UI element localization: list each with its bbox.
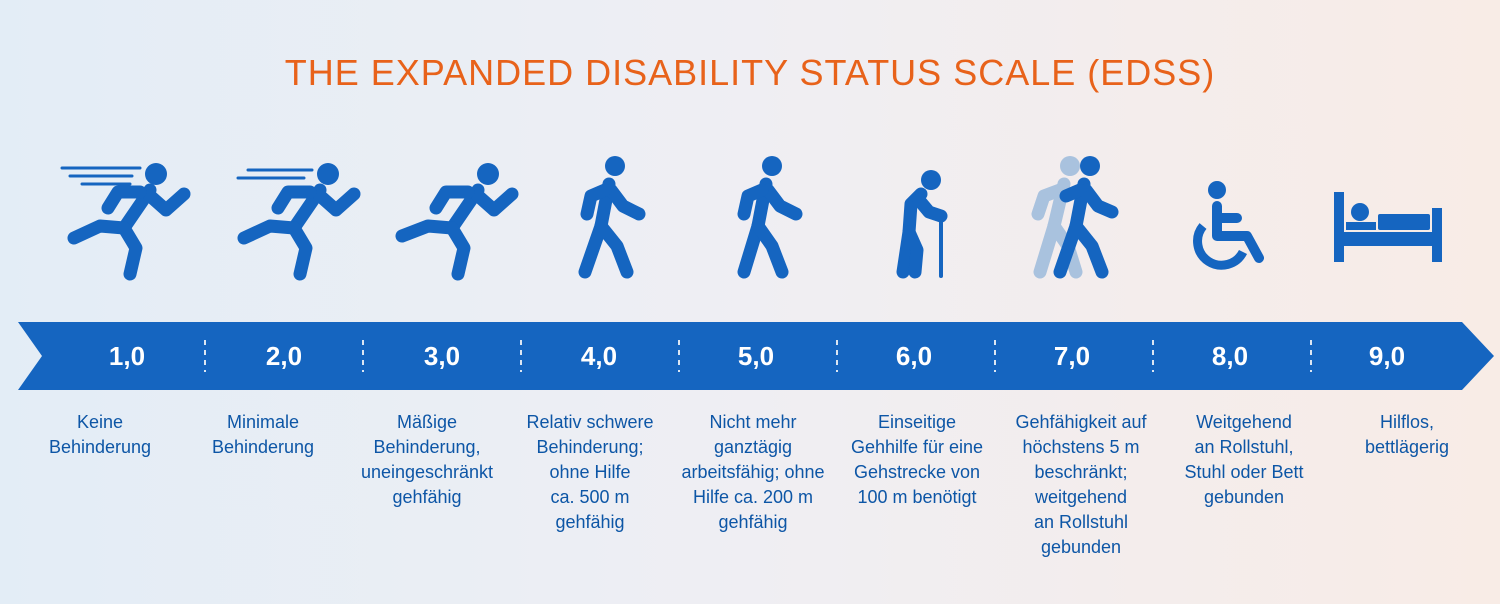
step-value-9: 9,0 bbox=[1368, 341, 1406, 371]
scale-banner: 1,0 2,0 3,0 4,0 5,0 6,0 7,0 8,0 9,0 bbox=[0, 322, 1500, 390]
step-value-8: 8,0 bbox=[1211, 341, 1249, 371]
icon-row bbox=[0, 150, 1500, 290]
cane-walker-icon bbox=[845, 150, 995, 290]
step-description-4: Relativ schwere Behinderung; ohne Hilfe … bbox=[526, 412, 654, 532]
step-description-9: Hilflos, bettlägerig bbox=[1364, 412, 1450, 457]
step-description-5: Nicht mehr ganztägig arbeitsfähig; ohne … bbox=[681, 412, 825, 532]
walker-icon bbox=[535, 150, 685, 290]
bed-icon bbox=[1312, 150, 1462, 290]
assisted-walker-icon bbox=[1000, 150, 1150, 290]
step-description-7: Gehfähigkeit auf höchstens 5 m beschränk… bbox=[1015, 412, 1147, 557]
wheelchair-icon bbox=[1155, 150, 1305, 290]
runner-fast-icon bbox=[222, 150, 372, 290]
step-description-6: Einseitige Gehhilfe für eine Gehstrecke … bbox=[850, 412, 984, 507]
step-value-2: 2,0 bbox=[265, 341, 303, 371]
walker-icon bbox=[692, 150, 842, 290]
runner-fast-icon bbox=[52, 150, 202, 290]
page-title: THE EXPANDED DISABILITY STATUS SCALE (ED… bbox=[284, 52, 1216, 93]
step-description-8: Weitgehend an Rollstuhl, Stuhl oder Bett… bbox=[1184, 412, 1304, 507]
step-description-2: Minimale Behinderung bbox=[211, 412, 315, 457]
step-value-7: 7,0 bbox=[1053, 341, 1091, 371]
step-value-6: 6,0 bbox=[895, 341, 933, 371]
scale-arrow bbox=[18, 322, 1494, 390]
step-value-5: 5,0 bbox=[737, 341, 775, 371]
step-value-4: 4,0 bbox=[580, 341, 618, 371]
step-value-3: 3,0 bbox=[423, 341, 461, 371]
step-description-3: Mäßige Behinderung, uneingeschränkt gehf… bbox=[360, 412, 494, 507]
runner-icon bbox=[378, 150, 528, 290]
step-description-1: Keine Behinderung bbox=[48, 412, 152, 457]
step-value-1: 1,0 bbox=[108, 341, 146, 371]
